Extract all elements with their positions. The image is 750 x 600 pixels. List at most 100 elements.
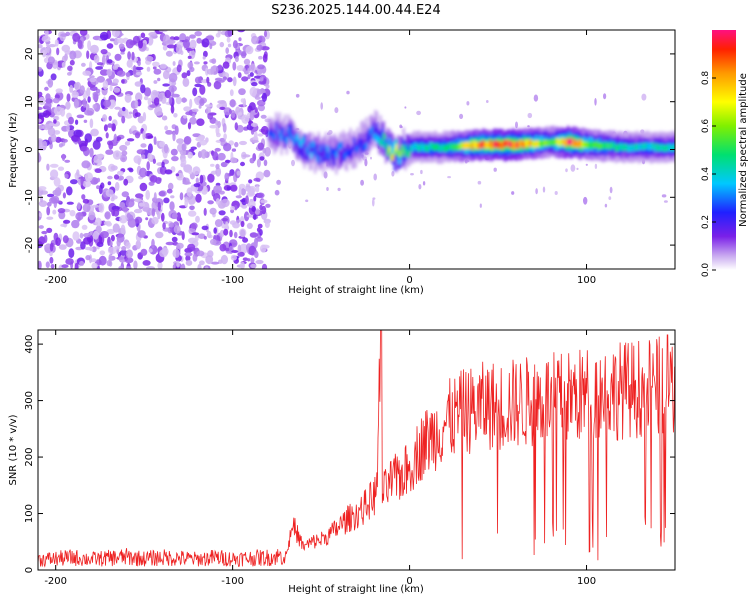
noise-speck bbox=[241, 204, 248, 209]
noise-speck bbox=[236, 65, 244, 71]
y-tick-label: 400 bbox=[24, 335, 35, 354]
noise-speck bbox=[238, 187, 242, 197]
noise-speck bbox=[111, 30, 120, 38]
noise-speck bbox=[222, 123, 227, 133]
noise-speck bbox=[346, 90, 350, 95]
noise-speck bbox=[533, 94, 539, 102]
noise-speck bbox=[195, 177, 199, 184]
noise-speck bbox=[527, 125, 530, 128]
noise-speck bbox=[52, 209, 57, 215]
noise-speck bbox=[176, 242, 184, 249]
ridge-cell bbox=[590, 141, 593, 149]
noise-speck bbox=[57, 166, 65, 171]
noise-speck bbox=[123, 178, 129, 186]
ridge-cell bbox=[483, 141, 487, 149]
noise-speck bbox=[234, 56, 239, 63]
ridge-cell bbox=[383, 136, 386, 150]
colorbar-tick-label: 0.6 bbox=[701, 119, 711, 134]
ridge-cell bbox=[445, 145, 448, 152]
noise-speck bbox=[38, 66, 43, 72]
noise-speck bbox=[171, 156, 179, 162]
noise-speck bbox=[69, 210, 76, 217]
noise-speck bbox=[258, 55, 263, 60]
noise-speck bbox=[92, 104, 97, 109]
ridge-cell bbox=[349, 127, 352, 159]
noise-speck bbox=[133, 198, 142, 202]
noise-speck bbox=[186, 187, 193, 197]
noise-speck bbox=[213, 80, 222, 90]
ridge-cell bbox=[337, 148, 340, 170]
noise-speck bbox=[191, 108, 199, 113]
ridge-cell bbox=[358, 141, 361, 149]
ridge-cell bbox=[531, 140, 534, 148]
noise-speck bbox=[391, 171, 395, 177]
noise-speck bbox=[106, 68, 113, 77]
noise-speck bbox=[238, 37, 242, 42]
noise-speck bbox=[237, 251, 245, 257]
noise-speck bbox=[84, 172, 93, 182]
noise-speck bbox=[192, 87, 198, 97]
noise-speck bbox=[145, 217, 149, 221]
noise-speck bbox=[239, 140, 247, 146]
ridge-cell bbox=[276, 134, 280, 142]
noise-speck bbox=[274, 189, 280, 196]
noise-speck bbox=[194, 30, 202, 37]
noise-speck bbox=[108, 115, 112, 121]
noise-speck bbox=[164, 169, 173, 175]
ridge-cell bbox=[312, 140, 315, 148]
ridge-cell bbox=[478, 141, 481, 149]
noise-speck bbox=[60, 223, 67, 227]
noise-speck bbox=[197, 264, 202, 269]
noise-speck bbox=[227, 43, 232, 48]
noise-speck bbox=[260, 199, 268, 204]
noise-speck bbox=[41, 230, 48, 235]
noise-speck bbox=[80, 145, 88, 152]
noise-speck bbox=[61, 44, 71, 53]
y-tick-label: -20 bbox=[24, 237, 35, 253]
noise-speck bbox=[75, 119, 79, 125]
noise-speck bbox=[255, 259, 264, 265]
ridge-cell bbox=[310, 152, 313, 159]
noise-speck bbox=[232, 40, 238, 49]
ridge-cell bbox=[653, 145, 657, 152]
noise-speck bbox=[102, 114, 108, 122]
noise-speck bbox=[165, 241, 175, 246]
ridge-cell bbox=[351, 146, 354, 153]
ridge-cell bbox=[328, 152, 331, 160]
noise-speck bbox=[215, 167, 222, 177]
noise-speck bbox=[263, 30, 268, 38]
noise-speck bbox=[66, 186, 73, 196]
noise-speck bbox=[134, 81, 142, 87]
noise-speck bbox=[203, 50, 208, 58]
ridge-cell bbox=[434, 144, 437, 151]
noise-speck bbox=[229, 89, 234, 97]
noise-speck bbox=[62, 138, 68, 143]
noise-speck bbox=[50, 195, 60, 204]
noise-speck bbox=[222, 61, 230, 69]
noise-speck bbox=[162, 83, 170, 87]
noise-speck bbox=[89, 44, 99, 54]
noise-speck bbox=[38, 124, 44, 130]
noise-speck bbox=[259, 244, 267, 253]
ridge-cell bbox=[455, 143, 458, 151]
noise-speck bbox=[83, 119, 88, 124]
noise-speck bbox=[87, 96, 91, 103]
noise-speck bbox=[162, 70, 170, 80]
noise-speck bbox=[103, 124, 108, 132]
ridge-cell bbox=[572, 140, 575, 147]
noise-speck bbox=[136, 71, 143, 76]
noise-speck bbox=[69, 84, 74, 93]
noise-speck bbox=[172, 61, 176, 66]
noise-speck bbox=[190, 222, 198, 230]
x-tick-label: 100 bbox=[577, 576, 596, 587]
ridge-cell bbox=[384, 142, 388, 150]
noise-speck bbox=[79, 30, 88, 36]
ridge-cell bbox=[660, 143, 664, 151]
ridge-cell bbox=[629, 144, 632, 152]
noise-speck bbox=[95, 136, 103, 142]
noise-speck bbox=[38, 152, 41, 162]
noise-speck bbox=[188, 200, 193, 205]
noise-speck bbox=[61, 264, 69, 269]
ridge-cell bbox=[372, 133, 375, 141]
ridge-cell bbox=[308, 141, 311, 149]
